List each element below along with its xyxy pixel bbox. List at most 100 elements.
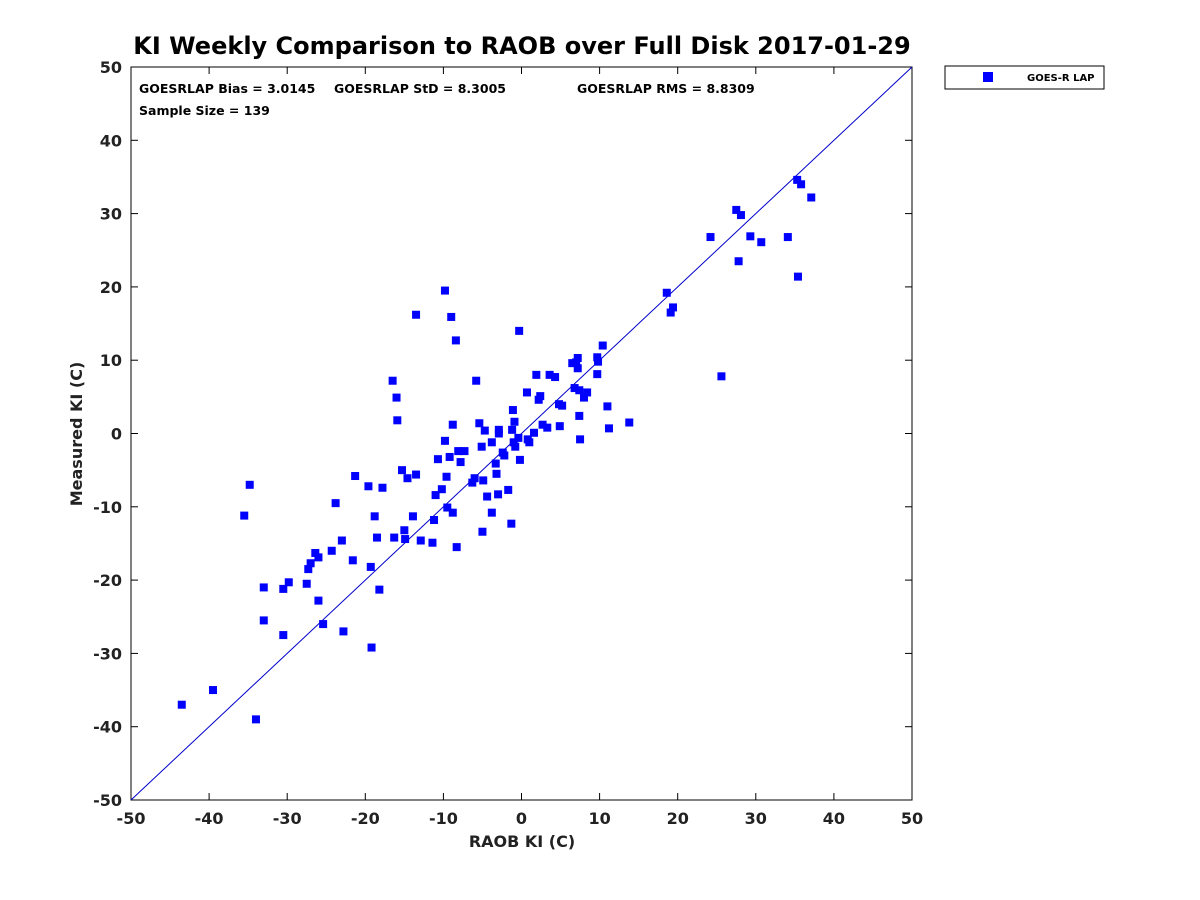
data-point <box>500 451 509 460</box>
data-point <box>538 420 547 429</box>
x-axis-label: RAOB KI (C) <box>469 832 575 851</box>
data-point <box>732 205 741 214</box>
data-point <box>245 480 254 489</box>
data-point <box>430 515 439 524</box>
legend-marker <box>983 72 993 82</box>
data-point <box>339 627 348 636</box>
data-point <box>279 631 288 640</box>
data-point <box>367 643 376 652</box>
data-point <box>551 373 560 382</box>
data-point <box>508 406 517 415</box>
data-point <box>331 499 340 508</box>
data-point <box>327 546 336 555</box>
data-point <box>442 472 451 481</box>
data-point <box>370 512 379 521</box>
x-tick-label: -40 <box>195 809 224 828</box>
y-axis-label: Measured KI (C) <box>67 362 86 507</box>
data-point <box>576 435 585 444</box>
x-tick-label: 40 <box>823 809 845 828</box>
data-point <box>403 474 412 483</box>
data-point <box>470 474 479 483</box>
data-point <box>536 392 545 401</box>
data-point <box>259 616 268 625</box>
x-tick-label: -10 <box>429 809 458 828</box>
data-point <box>570 384 579 393</box>
data-point <box>388 376 397 385</box>
x-tick-label: 50 <box>901 809 923 828</box>
data-point <box>392 393 401 402</box>
data-point <box>314 553 323 562</box>
data-point <box>311 548 320 557</box>
y-tick-label: -10 <box>93 498 122 517</box>
legend-entry-label: GOES-R LAP <box>1027 73 1095 84</box>
data-point <box>400 526 409 535</box>
y-tick-label: 40 <box>100 131 122 150</box>
data-point <box>558 401 567 410</box>
data-point <box>251 715 260 724</box>
data-point <box>431 491 440 500</box>
data-point <box>783 233 792 242</box>
data-point <box>625 418 634 427</box>
legend: GOES-R LAP <box>944 65 1105 90</box>
x-tick-label: 20 <box>667 809 689 828</box>
data-point <box>428 538 437 547</box>
data-point <box>545 370 554 379</box>
data-point <box>525 438 534 447</box>
data-point <box>492 469 501 478</box>
data-point <box>662 288 671 297</box>
data-point <box>456 458 465 467</box>
data-point <box>366 562 375 571</box>
data-point <box>440 286 449 295</box>
data-point <box>734 257 743 266</box>
data-point <box>302 579 311 588</box>
data-point <box>447 312 456 321</box>
data-point <box>797 180 806 189</box>
data-point <box>573 354 582 363</box>
data-point <box>717 372 726 381</box>
data-point <box>793 175 802 184</box>
data-point <box>579 393 588 402</box>
data-point <box>509 438 518 447</box>
data-points <box>177 175 816 724</box>
y-tick-label: -50 <box>93 791 122 810</box>
data-point <box>433 455 442 464</box>
data-point <box>472 376 481 385</box>
x-tick-label: -50 <box>117 809 146 828</box>
data-point <box>508 425 517 434</box>
data-point <box>483 492 492 501</box>
x-tick-label: 10 <box>588 809 610 828</box>
data-point <box>319 620 328 629</box>
data-point <box>593 353 602 362</box>
data-point <box>448 420 457 429</box>
data-point <box>666 308 675 317</box>
data-point <box>529 428 538 437</box>
data-point <box>460 447 469 456</box>
data-point <box>604 424 613 433</box>
data-point <box>364 482 373 491</box>
data-point <box>412 310 421 319</box>
data-point <box>573 364 582 373</box>
y-tick-label: -30 <box>93 644 122 663</box>
y-tick-label: 20 <box>100 278 122 297</box>
data-point <box>416 536 425 545</box>
data-point <box>594 357 603 366</box>
data-point <box>706 233 715 242</box>
data-point <box>555 422 564 431</box>
identity-reference-line <box>130 66 913 801</box>
data-point <box>351 472 360 481</box>
y-tick-label: 50 <box>100 58 122 77</box>
y-tick-label: -40 <box>93 718 122 737</box>
chart-title: KI Weekly Comparison to RAOB over Full D… <box>133 32 910 60</box>
data-point <box>306 559 315 568</box>
data-point <box>487 508 496 517</box>
data-point <box>209 686 218 695</box>
data-point <box>511 442 520 451</box>
data-point <box>375 585 384 594</box>
data-point <box>746 232 755 241</box>
y-tick-label: -20 <box>93 571 122 590</box>
data-point <box>284 578 293 587</box>
data-point <box>807 193 816 202</box>
data-point <box>468 478 477 487</box>
data-point <box>448 508 457 517</box>
data-point <box>437 485 446 494</box>
